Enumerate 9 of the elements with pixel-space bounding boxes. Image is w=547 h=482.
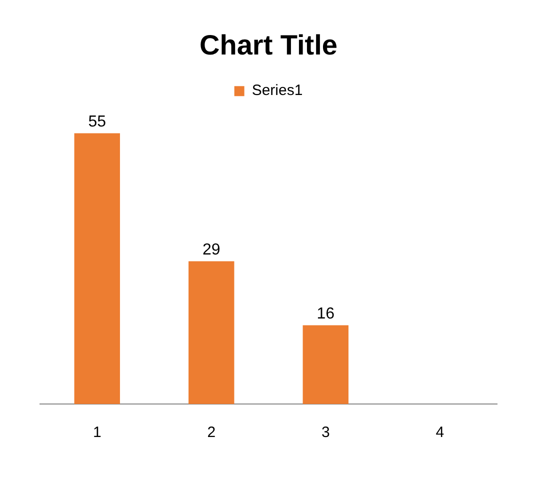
x-tick-label: 3 [321,424,330,442]
x-tick-label: 1 [92,424,102,442]
data-label: 55 [88,114,106,131]
legend-label: Series1 [252,82,303,100]
chart-title: Chart Title [200,30,338,61]
data-label: 29 [202,242,220,259]
x-tick-label: 4 [436,424,444,442]
x-tick-label: 2 [207,424,216,442]
data-label: 16 [316,306,335,323]
